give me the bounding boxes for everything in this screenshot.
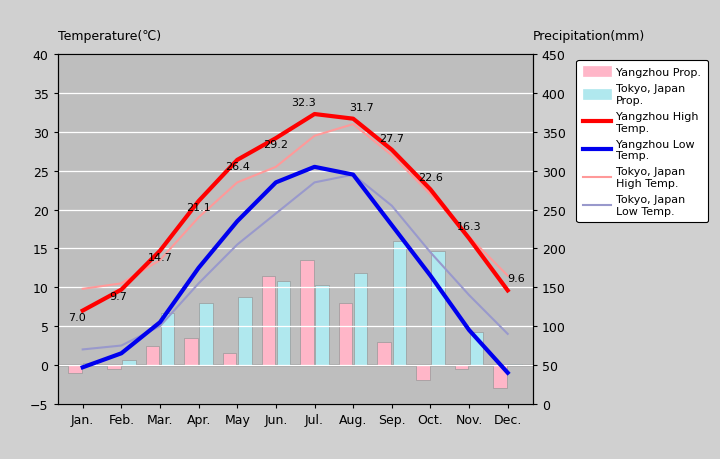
Legend: Yangzhou Prop., Tokyo, Japan
Prop., Yangzhou High
Temp., Yangzhou Low
Temp., Tok: Yangzhou Prop., Tokyo, Japan Prop., Yang… [577, 61, 708, 223]
Bar [470, 332, 483, 365]
Text: 26.4: 26.4 [225, 162, 250, 172]
Bar [315, 285, 329, 365]
Bar [300, 261, 314, 365]
Bar [261, 276, 275, 365]
Text: Precipitation(mm): Precipitation(mm) [533, 30, 645, 43]
Bar [238, 298, 251, 365]
Bar [223, 353, 236, 365]
Bar [184, 338, 198, 365]
Bar [68, 365, 82, 373]
Bar [493, 365, 507, 388]
Bar [354, 274, 367, 365]
Text: 16.3: 16.3 [456, 222, 482, 232]
Bar [377, 342, 391, 365]
Bar [508, 364, 522, 365]
Text: 27.7: 27.7 [379, 134, 405, 144]
Bar [431, 251, 445, 365]
Text: 21.1: 21.1 [186, 203, 211, 213]
Text: 22.6: 22.6 [418, 173, 443, 183]
Bar [276, 281, 290, 365]
Bar [392, 241, 406, 365]
Bar [107, 365, 120, 369]
Text: 9.6: 9.6 [507, 274, 525, 284]
Bar [339, 303, 352, 365]
Text: Temperature(℃): Temperature(℃) [58, 30, 161, 43]
Text: 14.7: 14.7 [148, 252, 172, 262]
Bar [161, 313, 174, 365]
Bar [84, 364, 97, 365]
Text: 7.0: 7.0 [68, 312, 86, 322]
Bar [199, 303, 213, 365]
Text: 31.7: 31.7 [349, 102, 374, 112]
Text: 9.7: 9.7 [109, 291, 127, 301]
Bar [145, 346, 159, 365]
Text: 32.3: 32.3 [291, 98, 316, 108]
Bar [416, 365, 430, 381]
Bar [455, 365, 468, 369]
Bar [122, 360, 135, 365]
Text: 29.2: 29.2 [264, 140, 289, 150]
